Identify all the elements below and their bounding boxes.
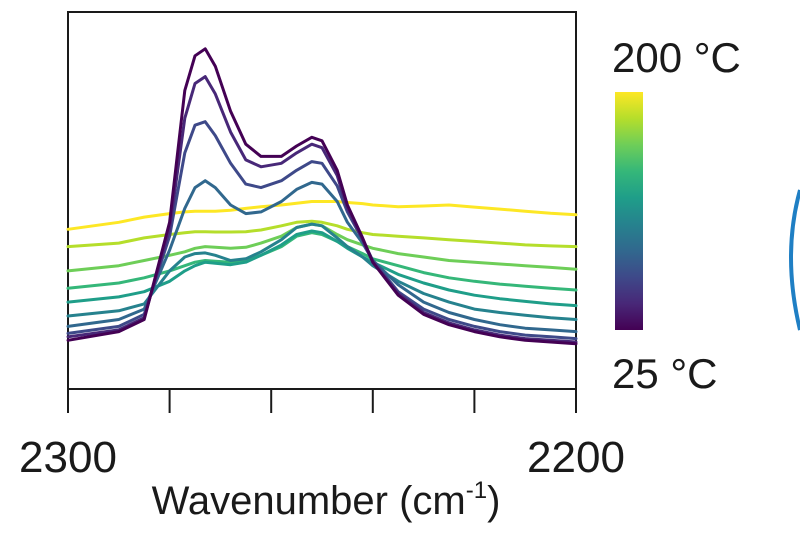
plot-frame (67, 11, 577, 390)
colorbar-top-label: 200 °C (612, 34, 741, 81)
x-axis-label-main: Wavenumber (cm (152, 479, 466, 523)
spectrum-line-9 (66, 47, 578, 346)
x-axis-label: Wavenumber (cm-1) (152, 477, 501, 523)
spectrum-line-3 (66, 231, 578, 292)
partial-circle-shape (789, 189, 800, 331)
colorbar-bottom-label: 25 °C (612, 350, 718, 397)
x-axis-label-superscript: -1 (466, 477, 487, 504)
spectrum-line-7 (66, 120, 578, 341)
x-axis-label-close: ) (487, 479, 500, 523)
spectrum-line-6 (66, 179, 578, 334)
spectrum-line-4 (66, 229, 578, 308)
colorbar (615, 92, 643, 330)
x-axis-ticks (67, 389, 577, 413)
spectrum-line-2 (66, 222, 578, 273)
spectrum-line-5 (66, 222, 578, 321)
spectrum-line-1 (66, 219, 578, 249)
spectrum-line-8 (66, 75, 578, 344)
x-tick-label-right: 2200 (527, 433, 625, 482)
x-tick-label-left: 2300 (19, 433, 117, 482)
series-layer (66, 47, 578, 346)
spectrum-line-0 (66, 200, 578, 231)
